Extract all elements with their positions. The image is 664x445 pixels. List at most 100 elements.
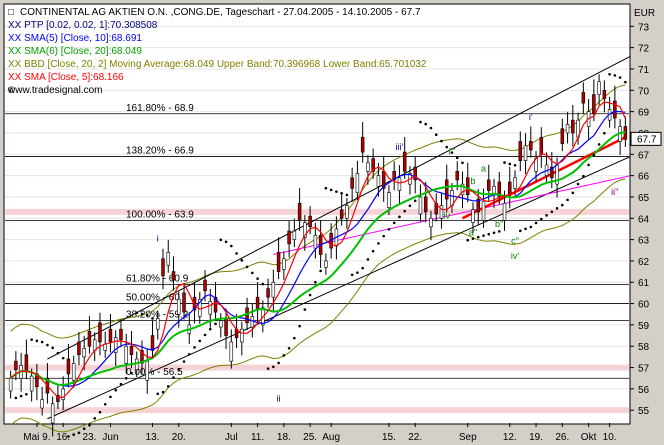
candle-body	[439, 205, 444, 219]
sar-dot	[166, 385, 170, 388]
moving-average-line	[10, 101, 626, 399]
sar-dot	[624, 80, 627, 84]
candle	[439, 192, 444, 229]
chart-title: CONTINENTAL AG AKTIEN O.N. ,CONG.DE, Tag…	[20, 7, 421, 18]
x-tick-label: 25.	[303, 432, 317, 443]
candle-body	[366, 162, 370, 172]
y-tick-label: 72	[638, 44, 650, 55]
sar-dot	[508, 162, 512, 166]
sar-dot	[603, 131, 606, 135]
sar-dot	[72, 433, 75, 436]
sar-dot	[413, 199, 417, 203]
candle	[213, 282, 218, 320]
candle-body	[350, 177, 354, 189]
sar-dot	[56, 351, 60, 355]
candle-body	[119, 328, 123, 341]
sar-dot	[287, 347, 291, 350]
candle-body	[418, 196, 423, 215]
candle-body	[29, 375, 34, 392]
sar-dot	[256, 277, 259, 280]
sar-dot	[497, 230, 501, 233]
y-tick-label: 70	[638, 86, 650, 97]
sar-dot	[371, 249, 375, 253]
candle-body	[82, 348, 86, 358]
candle	[266, 278, 270, 308]
sar-dot	[492, 231, 496, 235]
y-tick-label: 69	[638, 108, 650, 119]
candle-body	[182, 292, 186, 313]
bollinger-lower-band	[10, 178, 626, 433]
candle	[597, 74, 601, 106]
sar-dot	[67, 435, 70, 438]
candle	[124, 333, 128, 374]
candle	[581, 82, 586, 114]
x-tick-label: Jun	[102, 432, 118, 443]
candle	[602, 80, 607, 113]
sar-dot	[14, 396, 18, 400]
candle	[113, 330, 118, 367]
candle-body	[208, 301, 213, 315]
candle	[397, 165, 402, 204]
sar-dot	[403, 209, 406, 213]
candle-body	[429, 217, 433, 228]
sar-dot	[398, 215, 401, 219]
sar-dot	[208, 327, 212, 331]
sar-dot	[408, 204, 412, 208]
sar-dot	[387, 227, 391, 231]
candle-body	[487, 179, 491, 191]
y-tick-label: 66	[638, 172, 650, 183]
y-tick-label: 60	[638, 300, 650, 311]
candle-body	[140, 350, 144, 364]
candle	[392, 161, 396, 191]
candle	[77, 331, 81, 366]
sar-dot	[19, 394, 23, 398]
candle-body	[113, 337, 118, 353]
candle-body	[523, 145, 528, 161]
sar-dot	[450, 151, 454, 154]
source-link[interactable]: www.tradesignal.com	[7, 85, 102, 96]
y-tick-label: 58	[638, 342, 650, 353]
sar-dot	[319, 269, 322, 273]
bollinger-upper-band	[10, 84, 626, 339]
sar-dot	[340, 191, 343, 195]
candle	[161, 248, 165, 290]
candle-body	[303, 222, 307, 238]
window-icon: □	[8, 7, 14, 18]
candle	[613, 85, 617, 129]
candle-body	[381, 171, 386, 189]
wave-label: iv	[443, 210, 450, 220]
sar-dot	[235, 252, 238, 255]
wave-label: i'	[529, 112, 533, 122]
candle-body	[224, 318, 228, 336]
y-tick-label: 61	[638, 278, 650, 289]
sar-dot	[613, 74, 617, 77]
candle-body	[387, 192, 391, 208]
sar-dot	[377, 242, 380, 245]
sar-dot	[529, 225, 533, 229]
last-price-marker: 67.7	[630, 131, 662, 146]
candle-body	[508, 181, 512, 196]
wave-label: i	[157, 234, 159, 244]
moving-average-line	[9, 131, 626, 387]
candle-body	[124, 345, 128, 364]
candle-body	[150, 335, 155, 351]
x-tick-label: 11.	[251, 432, 264, 443]
wave-label: ii	[277, 394, 281, 404]
sar-dot	[172, 376, 175, 379]
candle	[292, 218, 297, 248]
candle-body	[597, 81, 601, 95]
wave-label: c''	[511, 236, 519, 246]
candle	[560, 118, 565, 152]
candle	[402, 137, 407, 179]
candle-body	[87, 330, 92, 347]
candle	[418, 184, 423, 222]
wave-label: b''	[495, 219, 504, 229]
candle	[229, 329, 234, 369]
sar-dot	[187, 352, 191, 356]
sar-dot	[119, 382, 123, 386]
sar-dot	[576, 182, 580, 186]
candle-body	[8, 377, 13, 392]
sar-dot	[98, 410, 102, 414]
candle-body	[297, 203, 302, 221]
wave-labels: iiiiii'i'iiiiii''ii''iv'aa''b''c''bivi''…	[157, 112, 619, 404]
